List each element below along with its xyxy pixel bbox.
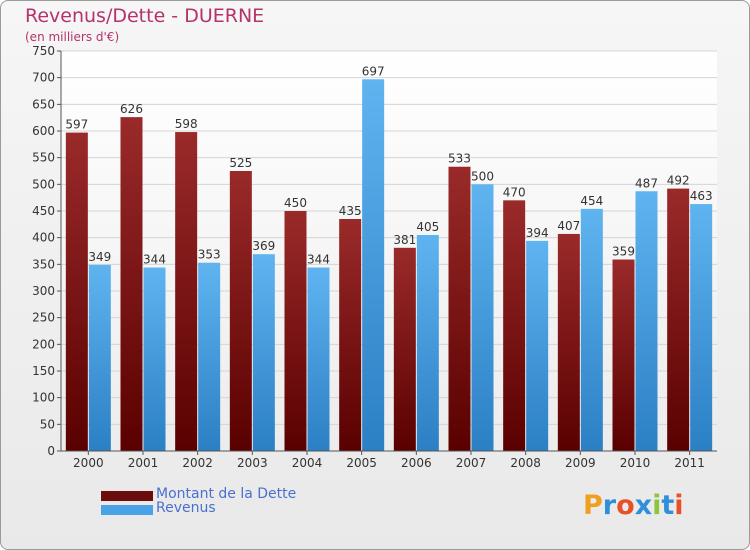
legend-label-revenus: Revenus	[156, 500, 216, 516]
data-label: 359	[612, 245, 635, 259]
y-tick-label: 600	[32, 124, 55, 138]
data-label: 435	[339, 204, 362, 218]
bar-revenus	[88, 264, 111, 451]
y-tick-label: 300	[32, 284, 55, 298]
data-label: 697	[362, 64, 385, 78]
logo-letter: r	[602, 490, 617, 521]
data-label: 463	[690, 189, 713, 203]
proxiti-logo: Proxiti	[583, 490, 684, 521]
bar-revenus	[362, 79, 385, 452]
data-label: 454	[580, 194, 603, 208]
data-label: 369	[252, 239, 275, 253]
x-tick-label: 2008	[510, 456, 541, 470]
bar-dette	[448, 166, 471, 451]
legend-swatch-debt	[101, 491, 153, 501]
y-tick-label: 750	[32, 44, 55, 58]
data-label: 394	[526, 226, 549, 240]
bar-revenus	[471, 184, 494, 452]
logo-letter: t	[661, 490, 675, 521]
bar-dette	[175, 132, 198, 452]
y-tick-label: 350	[32, 257, 55, 271]
bar-dette	[229, 171, 252, 451]
x-tick-label: 2001	[128, 456, 159, 470]
data-label: 450	[284, 196, 307, 210]
data-label: 626	[120, 102, 143, 116]
data-label: 349	[88, 250, 111, 264]
chart-title: Revenus/Dette - DUERNE	[25, 5, 265, 27]
data-label: 487	[635, 176, 658, 190]
logo-letter: x	[634, 490, 653, 521]
x-tick-label: 2006	[401, 456, 432, 470]
bar-dette	[557, 233, 580, 451]
y-tick-label: 550	[32, 151, 55, 165]
data-label: 381	[393, 233, 416, 247]
data-label: 470	[503, 185, 526, 199]
x-tick-label: 2009	[565, 456, 596, 470]
data-label: 344	[307, 253, 330, 267]
bar-revenus	[198, 262, 221, 451]
y-tick-label: 50	[40, 417, 55, 431]
y-tick-label: 650	[32, 97, 55, 111]
bar-dette	[612, 259, 635, 451]
bar-dette	[339, 219, 362, 451]
x-tick-label: 2011	[674, 456, 705, 470]
y-tick-label: 150	[32, 364, 55, 378]
x-tick-label: 2003	[237, 456, 268, 470]
y-tick-label: 450	[32, 204, 55, 218]
x-tick-label: 2002	[182, 456, 213, 470]
data-label: 407	[557, 219, 580, 233]
bar-dette	[65, 132, 88, 451]
data-label: 492	[667, 174, 690, 188]
y-tick-label: 200	[32, 337, 55, 351]
logo-letter: i	[674, 490, 684, 521]
bar-dette	[120, 117, 143, 451]
bar-dette	[503, 200, 526, 451]
x-tick-label: 2000	[73, 456, 104, 470]
plot-area	[61, 51, 717, 451]
data-label: 353	[198, 248, 221, 262]
data-label: 597	[65, 118, 88, 132]
bar-revenus	[635, 191, 658, 451]
bar-revenus	[252, 254, 275, 451]
data-label: 344	[143, 253, 166, 267]
legend-swatch-revenus	[101, 505, 153, 515]
x-tick-label: 2004	[292, 456, 323, 470]
y-tick-label: 400	[32, 231, 55, 245]
logo-letter: P	[583, 490, 603, 521]
bar-revenus	[143, 267, 166, 451]
bar-revenus	[526, 240, 549, 451]
y-tick-label: 250	[32, 311, 55, 325]
bar-revenus	[307, 267, 330, 451]
bar-dette	[393, 247, 416, 451]
legend-label-debt: Montant de la Dette	[156, 486, 297, 502]
logo-letter: i	[652, 490, 662, 521]
bar-revenus	[690, 204, 713, 451]
y-tick-label: 0	[47, 444, 55, 458]
x-tick-label: 2005	[346, 456, 377, 470]
data-label: 598	[175, 117, 198, 131]
y-tick-label: 100	[32, 391, 55, 405]
bar-dette	[667, 188, 690, 451]
bar-revenus	[580, 208, 603, 451]
x-tick-label: 2007	[456, 456, 487, 470]
data-label: 533	[448, 152, 471, 166]
y-tick-label: 500	[32, 177, 55, 191]
y-tick-label: 700	[32, 71, 55, 85]
data-label: 405	[416, 220, 439, 234]
bar-revenus	[416, 235, 439, 451]
logo-letter: o	[616, 490, 635, 521]
chart-subtitle: (en milliers d'€)	[25, 30, 120, 44]
bar-dette	[284, 211, 307, 451]
data-label: 500	[471, 169, 494, 183]
data-label: 525	[229, 156, 252, 170]
x-tick-label: 2010	[620, 456, 651, 470]
